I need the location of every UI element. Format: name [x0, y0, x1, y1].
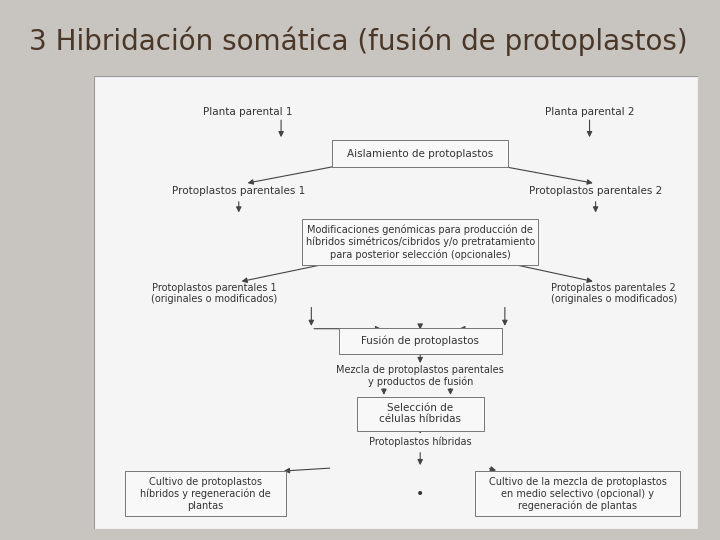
FancyBboxPatch shape — [338, 328, 502, 354]
Text: Protoplastos parentales 1: Protoplastos parentales 1 — [172, 186, 305, 196]
Text: Protoplastos parentales 1
(originales o modificados): Protoplastos parentales 1 (originales o … — [151, 282, 278, 304]
Text: Protoplastos parentales 2
(originales o modificados): Protoplastos parentales 2 (originales o … — [551, 282, 677, 304]
Text: Protoplastos parentales 2: Protoplastos parentales 2 — [529, 186, 662, 196]
Text: Aislamiento de protoplastos: Aislamiento de protoplastos — [347, 148, 493, 159]
FancyBboxPatch shape — [333, 140, 508, 167]
FancyBboxPatch shape — [302, 219, 538, 265]
Text: Mezcla de protoplastos parentales
y productos de fusión: Mezcla de protoplastos parentales y prod… — [336, 365, 504, 387]
FancyBboxPatch shape — [125, 471, 286, 516]
Text: 3 Hibridación somática (fusión de protoplastos): 3 Hibridación somática (fusión de protop… — [29, 27, 688, 56]
Text: Planta parental 1: Planta parental 1 — [203, 107, 292, 117]
FancyBboxPatch shape — [474, 471, 680, 516]
Text: Planta parental 2: Planta parental 2 — [545, 107, 634, 117]
FancyBboxPatch shape — [356, 396, 484, 430]
FancyBboxPatch shape — [94, 76, 698, 529]
Text: Protoplastos híbridas: Protoplastos híbridas — [369, 437, 472, 447]
Text: Modificaciones genómicas para producción de
híbridos simétricos/cibridos y/o pre: Modificaciones genómicas para producción… — [305, 225, 535, 260]
Text: Selección de
células híbridas: Selección de células híbridas — [379, 403, 462, 424]
Text: Cultivo de protoplastos
híbridos y regeneración de
plantas: Cultivo de protoplastos híbridos y regen… — [140, 477, 271, 511]
Text: •: • — [416, 487, 424, 501]
Text: Cultivo de la mezcla de protoplastos
en medio selectivo (opcional) y
regeneració: Cultivo de la mezcla de protoplastos en … — [488, 477, 667, 511]
Text: Fusión de protoplastos: Fusión de protoplastos — [361, 336, 480, 346]
